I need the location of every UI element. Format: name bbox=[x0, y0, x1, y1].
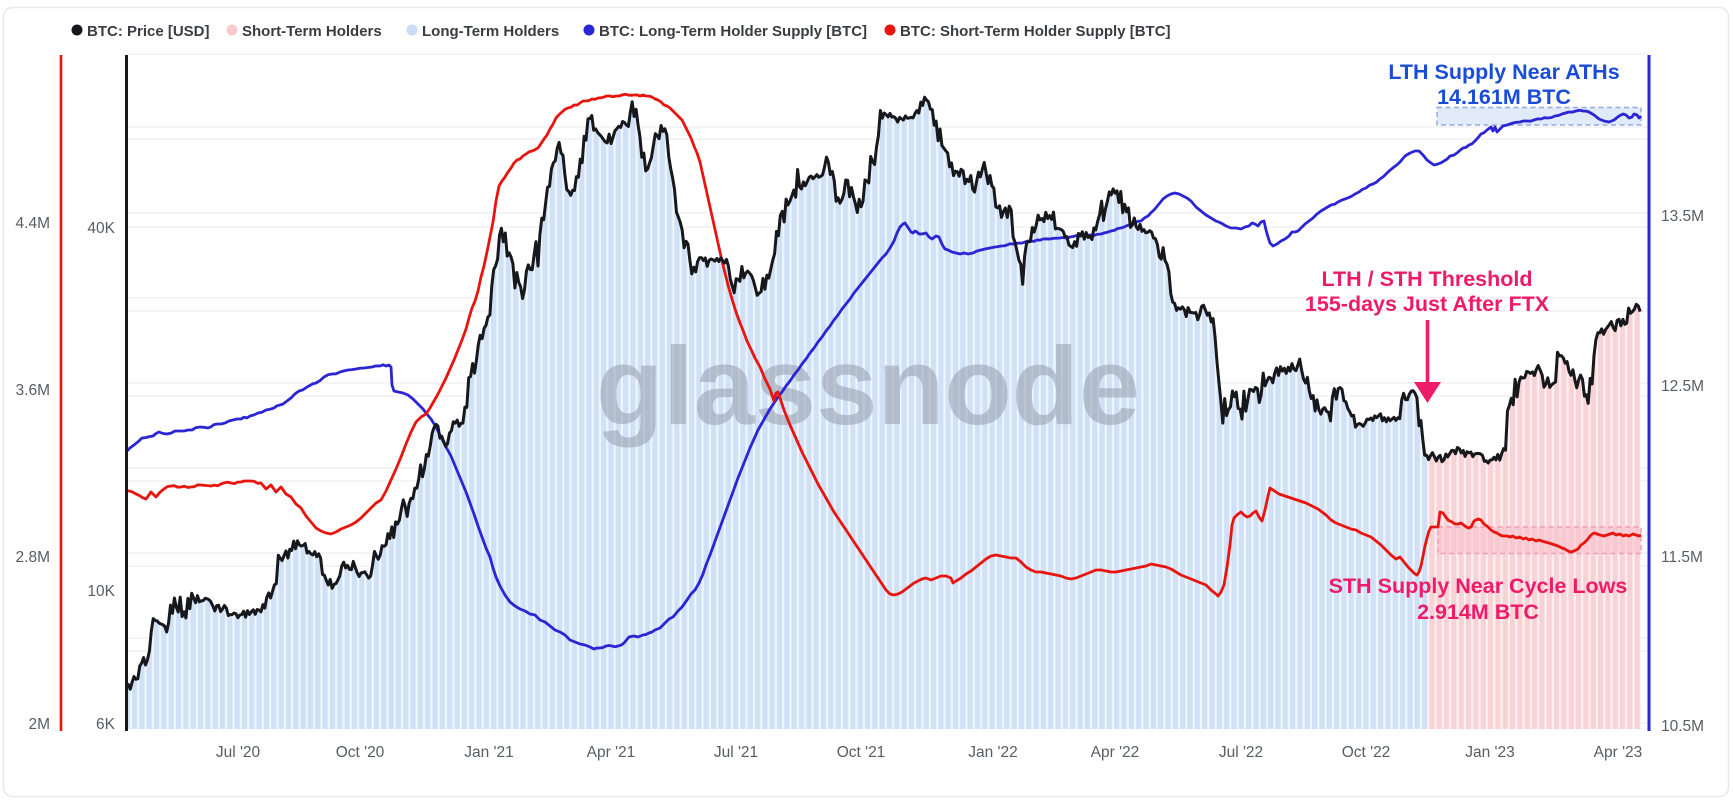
svg-text:Apr '21: Apr '21 bbox=[587, 744, 636, 761]
svg-text:3.6M: 3.6M bbox=[16, 382, 50, 399]
svg-text:Oct '22: Oct '22 bbox=[1342, 744, 1391, 761]
svg-text:Short-Term Holders: Short-Term Holders bbox=[242, 23, 382, 40]
svg-text:Jan '23: Jan '23 bbox=[1465, 744, 1515, 761]
svg-text:6K: 6K bbox=[96, 716, 116, 733]
svg-text:155-days Just After FTX: 155-days Just After FTX bbox=[1305, 292, 1550, 316]
svg-text:STH Supply Near Cycle Lows: STH Supply Near Cycle Lows bbox=[1329, 574, 1628, 598]
svg-text:2M: 2M bbox=[28, 716, 50, 733]
svg-text:LTH Supply Near ATHs: LTH Supply Near ATHs bbox=[1388, 60, 1619, 84]
svg-text:10.5M: 10.5M bbox=[1661, 718, 1704, 735]
svg-text:BTC: Price [USD]: BTC: Price [USD] bbox=[87, 23, 210, 40]
svg-text:10K: 10K bbox=[87, 583, 115, 600]
svg-text:Oct '20: Oct '20 bbox=[336, 744, 385, 761]
svg-text:Jan '21: Jan '21 bbox=[464, 744, 514, 761]
svg-text:Jul '20: Jul '20 bbox=[216, 744, 261, 761]
svg-text:2.914M BTC: 2.914M BTC bbox=[1417, 600, 1539, 624]
svg-text:Apr '23: Apr '23 bbox=[1594, 744, 1643, 761]
svg-text:Jan '22: Jan '22 bbox=[968, 744, 1018, 761]
svg-text:4.4M: 4.4M bbox=[16, 215, 50, 232]
svg-text:14.161M BTC: 14.161M BTC bbox=[1437, 85, 1571, 109]
svg-text:LTH / STH Threshold: LTH / STH Threshold bbox=[1321, 267, 1532, 291]
svg-text:13.5M: 13.5M bbox=[1661, 208, 1704, 225]
svg-text:Long-Term Holders: Long-Term Holders bbox=[422, 23, 559, 40]
svg-text:Oct '21: Oct '21 bbox=[837, 744, 886, 761]
svg-text:glassnode: glassnode bbox=[596, 325, 1140, 448]
svg-text:BTC: Short-Term Holder Supply: BTC: Short-Term Holder Supply [BTC] bbox=[900, 23, 1171, 40]
svg-text:2.8M: 2.8M bbox=[16, 549, 50, 566]
svg-text:Jul '21: Jul '21 bbox=[714, 744, 758, 761]
svg-text:12.5M: 12.5M bbox=[1661, 378, 1704, 395]
svg-text:BTC: Long-Term Holder Supply [: BTC: Long-Term Holder Supply [BTC] bbox=[599, 23, 867, 40]
svg-text:Jul '22: Jul '22 bbox=[1219, 744, 1263, 761]
svg-text:40K: 40K bbox=[87, 220, 115, 237]
svg-text:Apr '22: Apr '22 bbox=[1091, 744, 1140, 761]
svg-text:11.5M: 11.5M bbox=[1661, 549, 1703, 566]
